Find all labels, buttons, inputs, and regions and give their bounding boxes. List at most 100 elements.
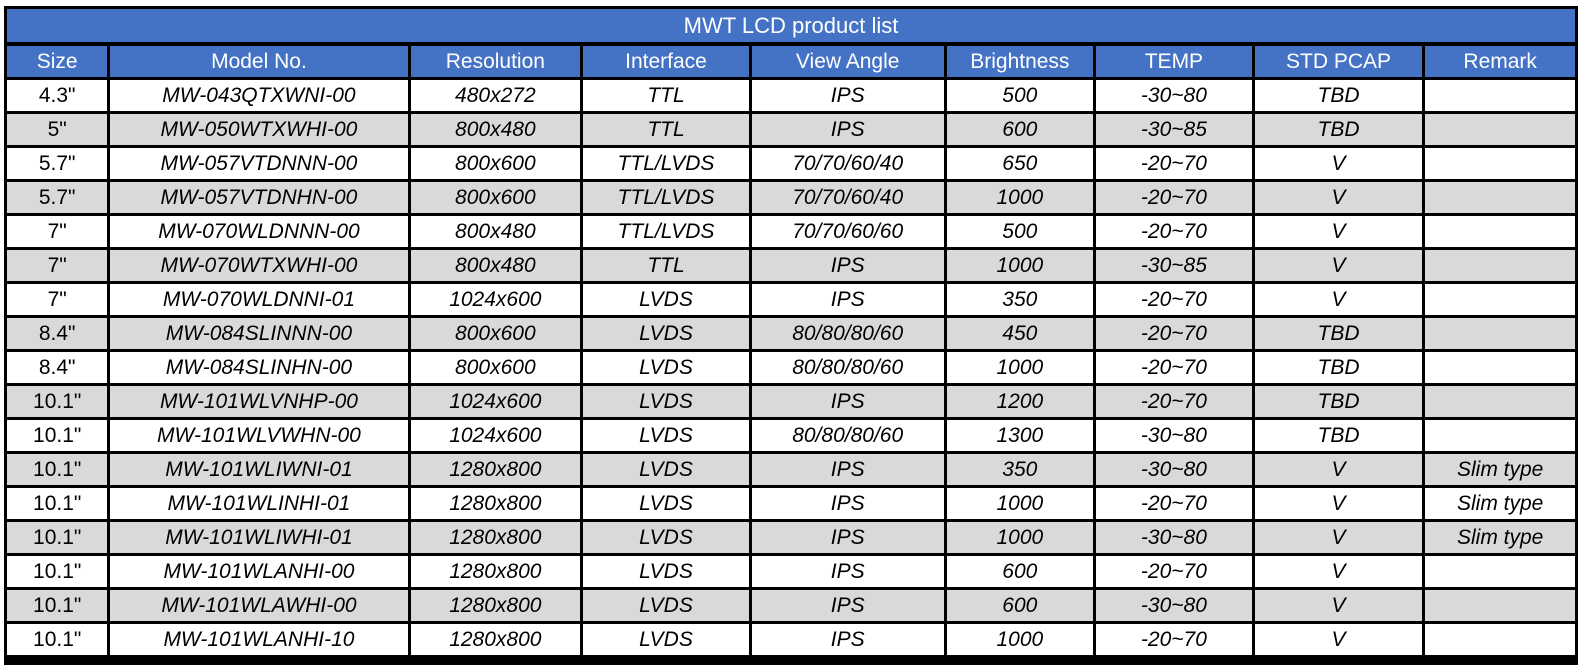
cell-brightness: 450 [946,318,1094,349]
cell-resolution: 800x480 [410,216,581,247]
cell-size: 10.1" [7,590,108,621]
cell-interface: LVDS [583,556,749,587]
cell-resolution: 1280x800 [410,454,581,485]
cell-size: 7" [7,250,108,281]
cell-brightness: 650 [946,148,1094,179]
cell-std-pcap: TBD [1254,420,1423,451]
cell-remark [1425,420,1575,451]
cell-temp: -20~70 [1096,284,1252,315]
cell-std-pcap: V [1254,556,1423,587]
cell-brightness: 1000 [946,352,1094,383]
table-row: 7" MW-070WLDNNN-00 800x480 TTL/LVDS 70/70/60… [7,216,1575,247]
cell-model-no: MW-050WTXWHI-00 [110,114,408,145]
cell-remark [1425,148,1575,179]
table-row: 10.1" MW-101WLINHI-01 1280x800 LVDS IPS 1000-… [7,488,1575,519]
cell-remark: Slim type [1425,454,1575,485]
table-row: 8.4" MW-084SLINNN-00 800x600 LVDS 80/80/80/6… [7,318,1575,349]
cell-remark [1425,182,1575,213]
cell-interface: TTL/LVDS [583,216,749,247]
cell-std-pcap: V [1254,624,1423,655]
cell-std-pcap: V [1254,182,1423,213]
cell-view-angle: 70/70/60/60 [751,216,944,247]
cell-resolution: 1024x600 [410,420,581,451]
cell-model-no: MW-057VTDNNN-00 [110,148,408,179]
cell-interface: TTL [583,250,749,281]
cell-temp: -30~80 [1096,522,1252,553]
cell-model-no: MW-070WLDNNI-01 [110,284,408,315]
cell-temp: -30~85 [1096,114,1252,145]
table-row: 7" MW-070WLDNNI-01 1024x600 LVDS IPS 350 -20~7… [7,284,1575,315]
cell-resolution: 1024x600 [410,386,581,417]
cell-temp: -30~80 [1096,420,1252,451]
cell-view-angle: IPS [751,386,944,417]
cell-brightness: 1000 [946,624,1094,655]
column-header-model-no: Model No. [110,46,408,77]
cell-interface: LVDS [583,386,749,417]
column-header-remark: Remark [1425,46,1575,77]
table-row: 10.1" MW-101WLANHI-10 1280x800 LVDS IPS 1000-… [7,624,1575,655]
cell-remark [1425,250,1575,281]
cell-temp: -30~80 [1096,454,1252,485]
cell-temp: -20~70 [1096,386,1252,417]
cell-size: 8.4" [7,318,108,349]
cell-remark [1425,80,1575,111]
cell-view-angle: IPS [751,488,944,519]
cell-resolution: 800x480 [410,114,581,145]
cell-resolution: 1280x800 [410,556,581,587]
cell-interface: LVDS [583,454,749,485]
cell-std-pcap: V [1254,454,1423,485]
column-header-brightness: Brightness [946,46,1094,77]
cell-size: 4.3" [7,80,108,111]
cell-interface: LVDS [583,420,749,451]
cell-resolution: 800x480 [410,250,581,281]
cell-temp: -20~70 [1096,318,1252,349]
cell-temp: -20~70 [1096,148,1252,179]
column-header-size: Size [7,46,108,77]
cell-std-pcap: V [1254,488,1423,519]
cell-std-pcap: TBD [1254,80,1423,111]
cell-remark [1425,386,1575,417]
cell-size: 10.1" [7,420,108,451]
table-row: 10.1" MW-101WLANHI-00 1280x800 LVDS IPS 600 -2… [7,556,1575,587]
cell-std-pcap: V [1254,250,1423,281]
cell-resolution: 480x272 [410,80,581,111]
cell-interface: TTL/LVDS [583,148,749,179]
column-header-std-pcap: STD PCAP [1254,46,1423,77]
cell-model-no: MW-070WTXWHI-00 [110,250,408,281]
table-row: 8.4" MW-084SLINHN-00 800x600 LVDS 80/80/80/6… [7,352,1575,383]
cell-view-angle: IPS [751,114,944,145]
cell-model-no: MW-101WLANHI-10 [110,624,408,655]
column-header-interface: Interface [583,46,749,77]
cell-interface: LVDS [583,590,749,621]
cell-temp: -30~85 [1096,250,1252,281]
table-row: 10.1" MW-101WLVWHN-00 1024x600 LVDS 80/80/80… [7,420,1575,451]
table-row: 7" MW-070WTXWHI-00 800x480 TTL IPS 1000 -30~85… [7,250,1575,281]
table-row: 5" MW-050WTXWHI-00 800x480 TTL IPS 600 -30~85 T… [7,114,1575,145]
cell-remark [1425,216,1575,247]
cell-interface: TTL [583,114,749,145]
cell-size: 10.1" [7,556,108,587]
cell-resolution: 1280x800 [410,488,581,519]
cell-remark: Slim type [1425,522,1575,553]
cell-temp: -20~70 [1096,182,1252,213]
cell-resolution: 800x600 [410,182,581,213]
cell-interface: LVDS [583,488,749,519]
table-row: 4.3" MW-043QTXWNI-00 480x272 TTL IPS 500 -30~8… [7,80,1575,111]
cell-size: 10.1" [7,386,108,417]
table-row: 10.1" MW-101WLVNHP-00 1024x600 LVDS IPS 1200-… [7,386,1575,417]
cell-view-angle: IPS [751,80,944,111]
cell-model-no: MW-057VTDNHN-00 [110,182,408,213]
cell-brightness: 600 [946,114,1094,145]
table-row: 10.1" MW-101WLAWHI-00 1280x800 LVDS IPS 600 -3… [7,590,1575,621]
cell-temp: -20~70 [1096,488,1252,519]
cell-brightness: 600 [946,556,1094,587]
cell-model-no: MW-043QTXWNI-00 [110,80,408,111]
cell-remark [1425,624,1575,655]
cell-temp: -30~80 [1096,80,1252,111]
cell-resolution: 800x600 [410,352,581,383]
cell-remark [1425,114,1575,145]
cell-view-angle: IPS [751,454,944,485]
cell-interface: LVDS [583,522,749,553]
cell-size: 5.7" [7,182,108,213]
cell-std-pcap: TBD [1254,352,1423,383]
